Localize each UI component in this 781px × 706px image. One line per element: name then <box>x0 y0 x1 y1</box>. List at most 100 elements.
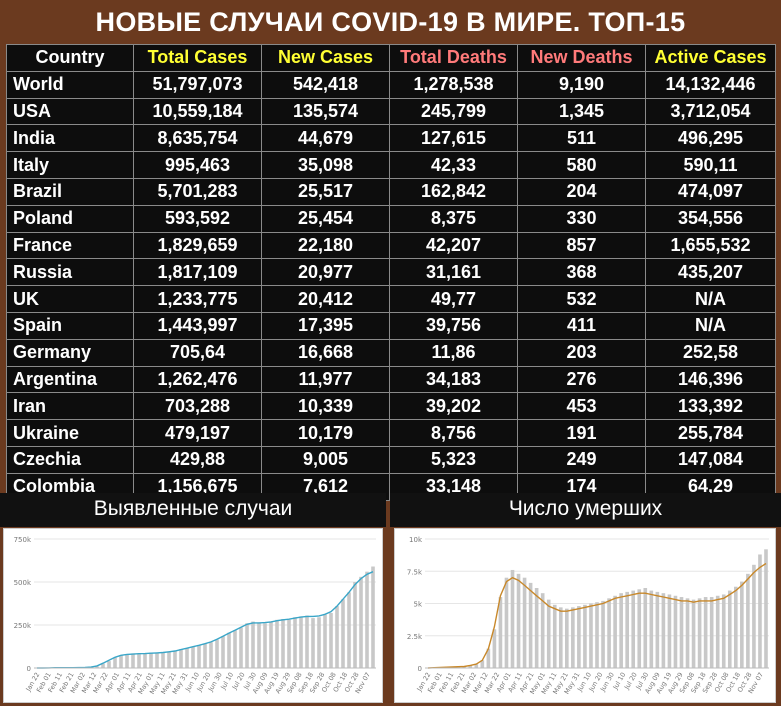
bar <box>516 573 521 668</box>
trend-line <box>427 562 767 669</box>
country-cell: Ukraine <box>6 419 134 447</box>
bar <box>528 582 533 668</box>
value-cell: 31,161 <box>389 258 518 287</box>
table-row: Iran 703,288 10,339 39,202 453 133,392 <box>6 392 776 421</box>
bar <box>673 595 678 668</box>
value-cell: 435,207 <box>645 258 776 287</box>
table-row: Russia 1,817,109 20,977 31,161 368 435,207 <box>6 258 776 287</box>
value-cell: 593,592 <box>133 204 262 233</box>
bar <box>709 597 714 668</box>
bar <box>595 602 599 668</box>
value-cell: 511 <box>517 124 646 153</box>
bar <box>119 655 123 668</box>
bar <box>203 643 207 668</box>
bar <box>371 566 375 668</box>
value-cell: 1,262,476 <box>133 365 262 394</box>
country-cell: Czechia <box>6 445 134 474</box>
value-cell: 703,288 <box>133 392 262 421</box>
bar <box>263 623 267 668</box>
value-cell: 11,977 <box>261 365 390 394</box>
bar <box>649 590 654 668</box>
bar <box>251 621 255 668</box>
bar <box>131 653 135 668</box>
bar <box>341 599 345 668</box>
value-cell: 5,323 <box>389 445 518 474</box>
bar <box>571 607 575 668</box>
value-cell: 368 <box>517 258 646 287</box>
value-cell: 9,005 <box>261 445 390 474</box>
table-row: Ukraine 479,197 10,179 8,756 191 255,784 <box>6 419 776 447</box>
bar <box>715 595 720 668</box>
bar <box>613 595 617 668</box>
bar <box>492 629 497 668</box>
value-cell: 542,418 <box>261 70 390 99</box>
table-row: USA 10,559,184 135,574 245,799 1,345 3,712,05… <box>6 97 776 126</box>
table-row: Germany 705,64 16,668 11,86 203 252,58 <box>6 338 776 367</box>
bar <box>577 606 581 668</box>
column-header: Country <box>6 44 134 72</box>
bar <box>685 598 690 668</box>
bar <box>498 597 503 668</box>
bar <box>552 604 557 668</box>
table-row: Poland 593,592 25,454 8,375 330 354,556 <box>6 204 776 233</box>
value-cell: 14,132,446 <box>645 70 776 99</box>
y-tick-label: 750k <box>14 536 32 544</box>
bar <box>480 660 485 668</box>
value-cell: 330 <box>517 204 646 233</box>
value-cell: 20,977 <box>261 258 390 287</box>
bar <box>655 591 660 668</box>
value-cell: 1,345 <box>517 97 646 126</box>
value-cell: 39,756 <box>389 311 518 340</box>
value-cell: 8,756 <box>389 419 518 447</box>
bar <box>607 598 611 668</box>
bar <box>245 623 249 668</box>
value-cell: 496,295 <box>645 124 776 153</box>
bar <box>305 615 309 668</box>
bar <box>347 592 351 668</box>
bar <box>269 621 273 668</box>
bar <box>679 597 684 668</box>
y-tick-label: 250k <box>14 622 32 630</box>
bar <box>287 619 291 668</box>
value-cell: 590,11 <box>645 151 776 179</box>
value-cell: 995,463 <box>133 151 262 179</box>
value-cell: 9,190 <box>517 70 646 99</box>
value-cell: 252,58 <box>645 338 776 367</box>
bar <box>733 586 738 668</box>
value-cell: 474,097 <box>645 177 776 206</box>
value-cell: 1,829,659 <box>133 231 262 260</box>
table-row: Argentina 1,262,476 11,977 34,183 276 146,396 <box>6 365 776 394</box>
value-cell: 857 <box>517 231 646 260</box>
bar <box>233 630 237 668</box>
value-cell: N/A <box>645 285 776 313</box>
value-cell: 5,701,283 <box>133 177 262 206</box>
y-tick-label: 7.5k <box>407 568 423 576</box>
country-cell: USA <box>6 97 134 126</box>
bar <box>758 554 762 668</box>
table-header-row: Country Total Cases New Cases Total Deaths N… <box>6 44 776 72</box>
value-cell: 191 <box>517 419 646 447</box>
deaths-chart-title: Число умерших <box>390 493 781 527</box>
y-tick-label: 0 <box>418 665 422 673</box>
country-cell: Poland <box>6 204 134 233</box>
value-cell: 1,655,532 <box>645 231 776 260</box>
value-cell: 1,817,109 <box>133 258 262 287</box>
bar <box>185 648 189 668</box>
column-header: Active Cases <box>645 44 776 72</box>
bar <box>275 619 279 668</box>
bar <box>589 603 593 668</box>
bar <box>764 549 768 668</box>
bar <box>137 654 141 668</box>
table-row: India 8,635,754 44,679 127,615 511 496,295 <box>6 124 776 153</box>
bar <box>727 590 732 668</box>
bar <box>359 576 363 668</box>
value-cell: 25,454 <box>261 204 390 233</box>
value-cell: 705,64 <box>133 338 262 367</box>
cases-chart-title: Выявленные случаи <box>0 493 386 527</box>
value-cell: 127,615 <box>389 124 518 153</box>
table-row: Czechia 429,88 9,005 5,323 249 147,084 <box>6 445 776 474</box>
bar <box>703 597 708 668</box>
bar <box>191 646 195 668</box>
value-cell: 1,443,997 <box>133 311 262 340</box>
value-cell: 133,392 <box>645 392 776 421</box>
